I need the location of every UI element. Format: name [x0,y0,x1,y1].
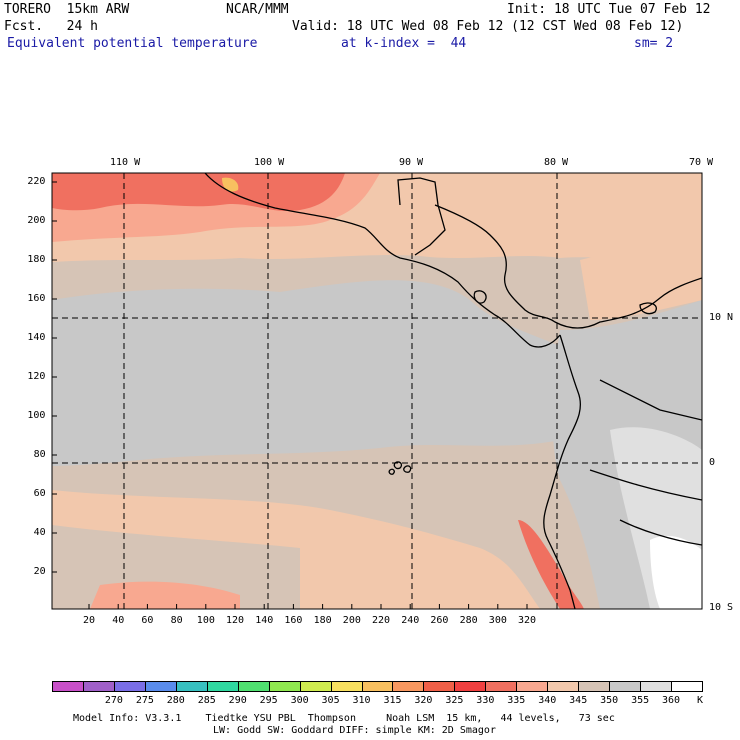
colorbar-label: 355 [631,695,650,706]
model-title: TORERO 15km ARW [4,2,130,17]
colorbar-label: 285 [197,695,216,706]
x-tick-label: 40 [112,615,125,626]
x-tick-label: 240 [401,615,420,626]
valid-time: Valid: 18 UTC Wed 08 Feb 12 (12 CST Wed … [292,19,684,34]
colorbar-cell [299,681,332,692]
colorbar-cell [113,681,146,692]
colorbar-label: 320 [414,695,433,706]
colorbar-label: 350 [600,695,619,706]
lon-label-110w: 110 W [110,157,141,168]
field-hotspot [222,177,239,192]
lat-label-0: 0 [709,457,716,468]
colorbar-cell [330,681,363,692]
coastlines [204,173,702,609]
field-hot-north [52,173,345,212]
y-tick-label: 80 [33,449,46,460]
field-caribbean [580,240,702,320]
colorbar-cell [640,681,673,692]
colorbar-cell [392,681,425,692]
colorbar-label: 305 [321,695,340,706]
lon-label-70w: 70 W [689,157,714,168]
lat-label-10n: 10 N [709,312,734,323]
map-frame [51,172,703,610]
colorbar-label: 280 [166,695,185,706]
x-tick-label: 180 [313,615,332,626]
field-cool-core [117,321,418,392]
field-name: Equivalent potential temperature [7,36,258,51]
x-tick-label: 80 [170,615,183,626]
colorbar-label: 345 [569,695,588,706]
colorbar-label: 335 [507,695,526,706]
level-label: at k-index = 44 [341,36,467,51]
colorbar-label: 325 [445,695,464,706]
colorbar-cell [206,681,239,692]
forecast-hour: Fcst. 24 h [4,19,98,34]
colorbar-cell [547,681,580,692]
colorbar-label: 360 [662,695,681,706]
colorbar-label: 290 [228,695,247,706]
y-tick-label: 40 [33,527,46,538]
colorbar-label: 315 [383,695,402,706]
y-tick-label: 140 [27,332,46,343]
smoothing-label: sm= 2 [634,36,674,51]
colorbar-cell [144,681,177,692]
x-tick-label: 100 [196,615,215,626]
y-tick-label: 20 [33,566,46,577]
x-tick-label: 260 [430,615,449,626]
colorbar-cell [268,681,301,692]
colorbar-label: 310 [352,695,371,706]
axis-ticks [52,181,528,609]
field-coastal-hot [518,520,584,609]
y-tick-label: 100 [27,410,46,421]
x-tick-label: 140 [255,615,274,626]
x-tick-label: 300 [488,615,507,626]
colorbar-cell [52,681,84,692]
x-tick-label: 120 [226,615,245,626]
organization-label: NCAR/MMM [226,2,289,17]
colorbar-unit: K [697,695,704,706]
lon-label-80w: 80 W [544,157,569,168]
x-tick-label: 160 [284,615,303,626]
colorbar-cell [671,681,703,692]
lon-label-100w: 100 W [254,157,285,168]
x-tick-label: 20 [83,615,96,626]
y-tick-label: 60 [33,488,46,499]
colorbar-cell [485,681,518,692]
x-tick-label: 220 [372,615,391,626]
colorbar-label: 330 [476,695,495,706]
lat-label-10s: 10 S [709,602,734,613]
colorbar-cell [361,681,394,692]
field-land-white [650,535,702,609]
colorbar-cell [578,681,611,692]
colorbar-cell [609,681,642,692]
colorbar-label: 295 [259,695,278,706]
init-time: Init: 18 UTC Tue 07 Feb 12 [507,2,711,17]
y-tick-label: 200 [27,215,46,226]
y-tick-label: 160 [27,293,46,304]
colorbar-cell [175,681,208,692]
colorbar-cell [423,681,456,692]
lon-label-90w: 90 W [399,157,424,168]
map-field [52,173,702,609]
colorbar-label: 270 [104,695,123,706]
colorbar-label: 300 [290,695,309,706]
colorbar-cell [82,681,115,692]
colorbar-cell [454,681,487,692]
latlon-grid [52,173,702,609]
colorbar-label: 340 [538,695,557,706]
x-tick-label: 320 [518,615,537,626]
x-tick-label: 200 [342,615,361,626]
model-info-line1: Model Info: V3.3.1 Tiedtke YSU PBL Thomp… [73,713,615,724]
colorbar-cell [516,681,549,692]
y-tick-label: 220 [27,176,46,187]
x-tick-label: 60 [141,615,154,626]
colorbar-cell [237,681,270,692]
y-tick-label: 180 [27,254,46,265]
y-tick-label: 120 [27,371,46,382]
model-info-line2: LW: Godd SW: Goddard DIFF: simple KM: 2D… [213,725,496,736]
x-tick-label: 280 [459,615,478,626]
field-warm-southwest [90,581,240,609]
colorbar-label: 275 [135,695,154,706]
